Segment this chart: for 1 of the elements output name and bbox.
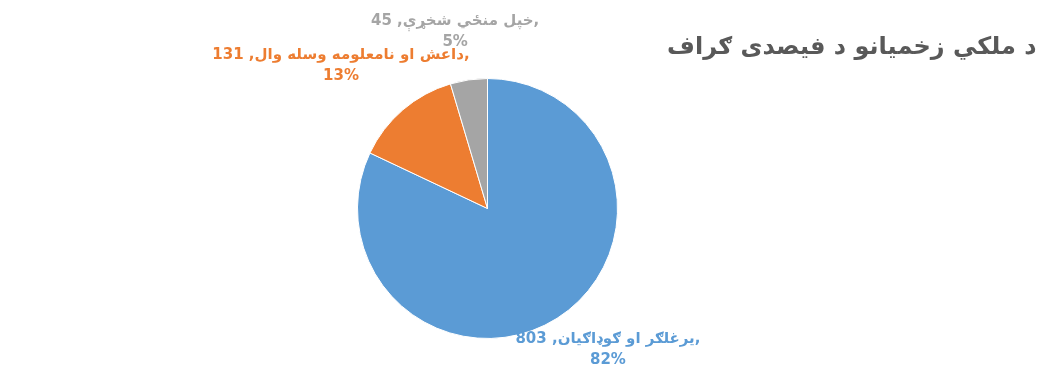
text: د ملكي زخميانو د فيصدی ګراف [667,31,1037,60]
